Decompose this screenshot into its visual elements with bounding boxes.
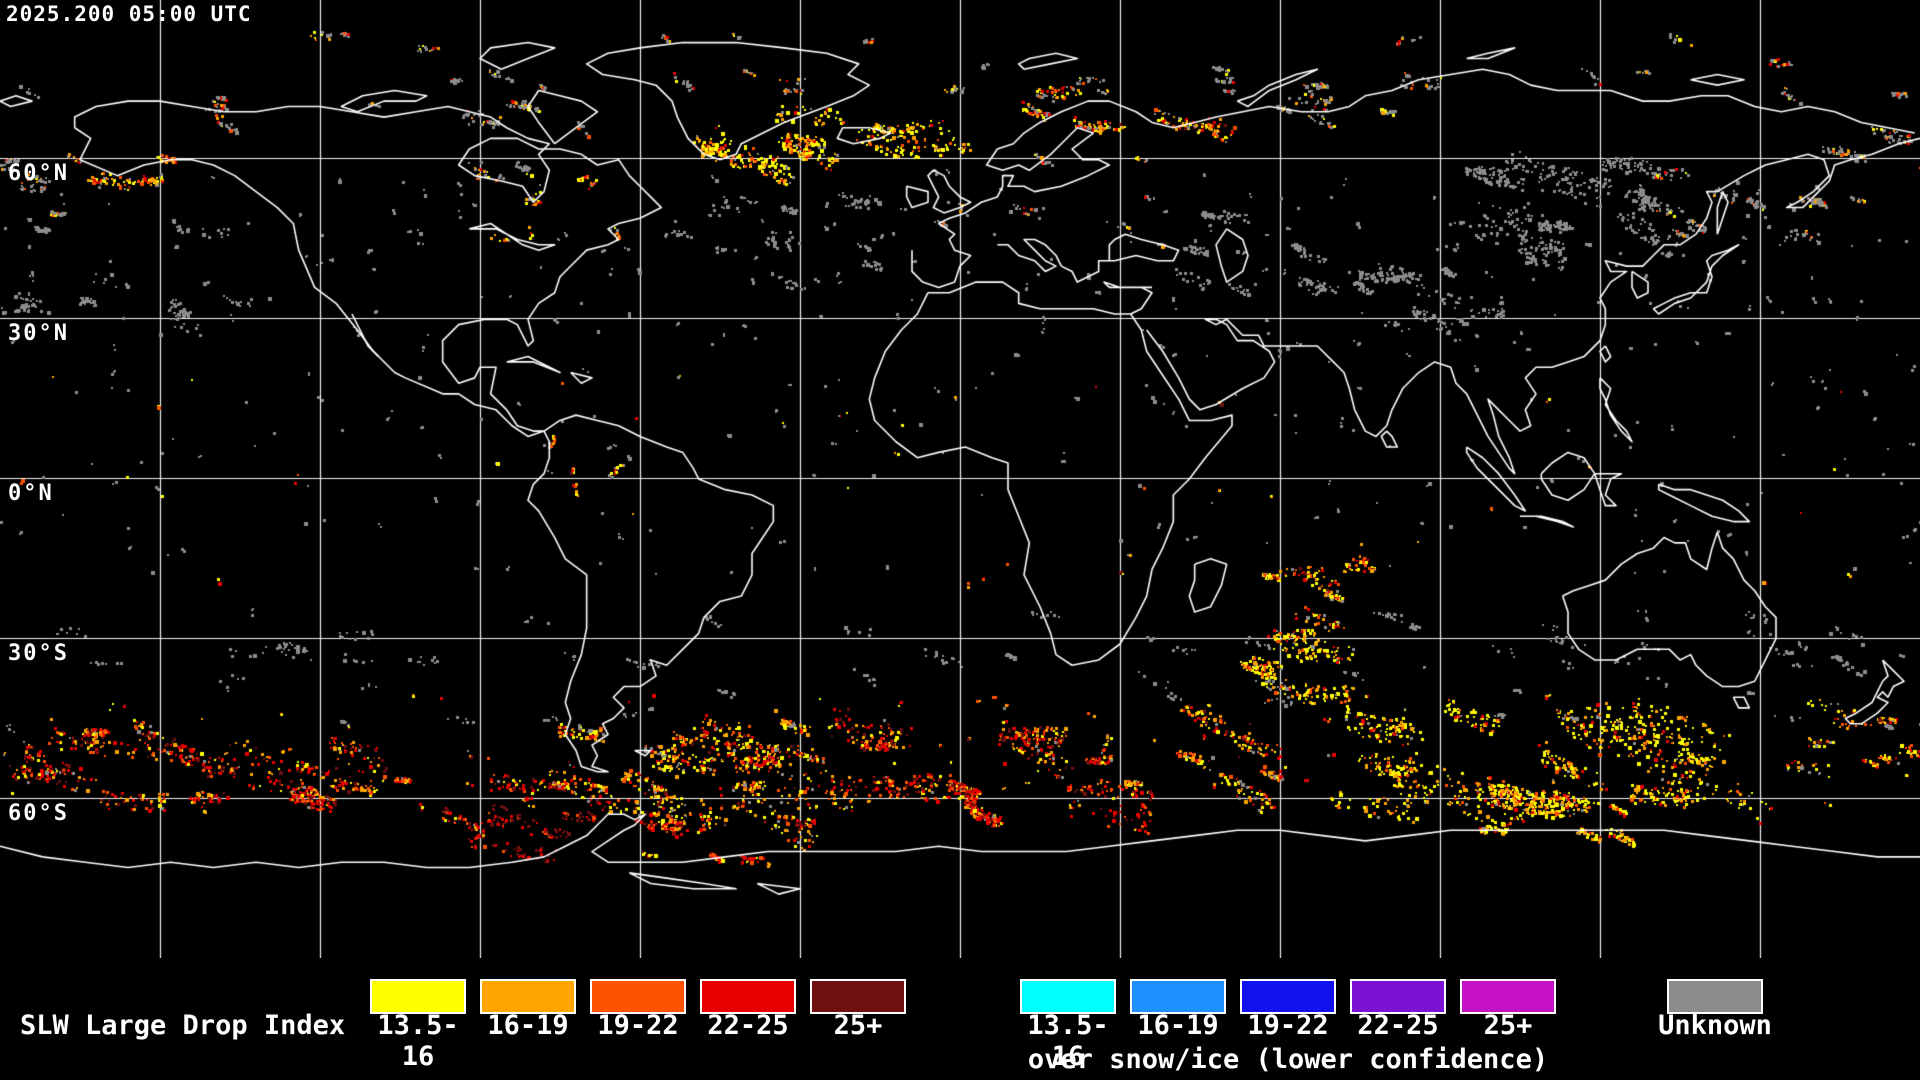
timestamp: 2025.200 05:00 UTC xyxy=(6,2,252,26)
legend-title: SLW Large Drop Index xyxy=(20,1010,346,1041)
legend-cool-swatch-22-25 xyxy=(1350,979,1446,1014)
legend-cool-range-label: 22-25 xyxy=(1357,1010,1439,1041)
legend-cool-range-label: 13.5-16 xyxy=(1027,1010,1109,1072)
legend-cool-range-label: 19-22 xyxy=(1247,1010,1329,1041)
legend-cool-swatch-25+ xyxy=(1460,979,1556,1014)
legend-unknown-label: Unknown xyxy=(1658,1010,1772,1041)
lat-label-30s: 30°S xyxy=(8,641,69,666)
legend-warm-range-label: 25+ xyxy=(833,1010,883,1041)
legend-warm-swatch-19-22 xyxy=(590,979,686,1014)
legend-warm-range-label: 13.5-16 xyxy=(377,1010,459,1072)
legend-warm-swatch-13.5-16 xyxy=(370,979,466,1014)
legend-cool-swatch-13.5-16 xyxy=(1020,979,1116,1014)
lat-label-60s: 60°S xyxy=(8,801,69,826)
legend-warm-swatch-22-25 xyxy=(700,979,796,1014)
legend-cool-range-label: 25+ xyxy=(1483,1010,1533,1041)
legend-warm-swatch-16-19 xyxy=(480,979,576,1014)
legend-swatch-unknown xyxy=(1667,979,1763,1014)
legend-snow-ice-note: over snow/ice (lower confidence) xyxy=(1027,1044,1549,1075)
legend-cool-swatch-19-22 xyxy=(1240,979,1336,1014)
legend-warm-range-label: 22-25 xyxy=(707,1010,789,1041)
lat-label-30n: 30°N xyxy=(8,321,69,346)
legend-warm-range-label: 16-19 xyxy=(487,1010,569,1041)
legend-cool-swatch-16-19 xyxy=(1130,979,1226,1014)
world-map-canvas xyxy=(0,0,1920,958)
legend-warm-range-label: 19-22 xyxy=(597,1010,679,1041)
lat-label-0n: 0°N xyxy=(8,481,54,506)
legend-warm-swatch-25+ xyxy=(810,979,906,1014)
legend-cool-range-label: 16-19 xyxy=(1137,1010,1219,1041)
lat-label-60n: 60°N xyxy=(8,161,69,186)
